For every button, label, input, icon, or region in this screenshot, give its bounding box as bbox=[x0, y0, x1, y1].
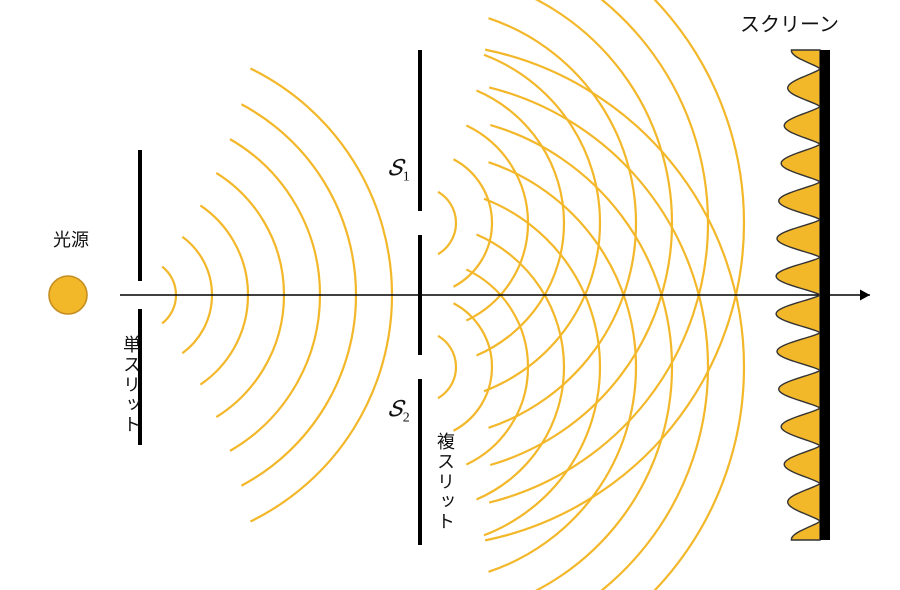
wavefront bbox=[490, 0, 672, 465]
wavefront bbox=[476, 91, 564, 356]
single-slit-label: 単スリット bbox=[118, 335, 144, 435]
s2-label: 𝑆2 bbox=[388, 396, 410, 426]
double-slit-label: 複スリット bbox=[432, 432, 458, 532]
s1-label: 𝑆1 bbox=[388, 155, 410, 185]
screen-bar bbox=[820, 50, 830, 540]
wavefront bbox=[476, 235, 564, 500]
wavefront bbox=[489, 18, 636, 428]
wavefront bbox=[489, 162, 636, 572]
screen-label: スクリーン bbox=[740, 8, 839, 37]
wavefront bbox=[453, 303, 492, 430]
wavefront bbox=[438, 336, 456, 398]
wavefront bbox=[453, 159, 492, 286]
axis-arrowhead bbox=[860, 290, 870, 301]
wavefront bbox=[490, 125, 672, 590]
light-source bbox=[49, 276, 87, 314]
wavefront bbox=[438, 192, 456, 254]
light-source-label: 光源 bbox=[53, 226, 89, 252]
